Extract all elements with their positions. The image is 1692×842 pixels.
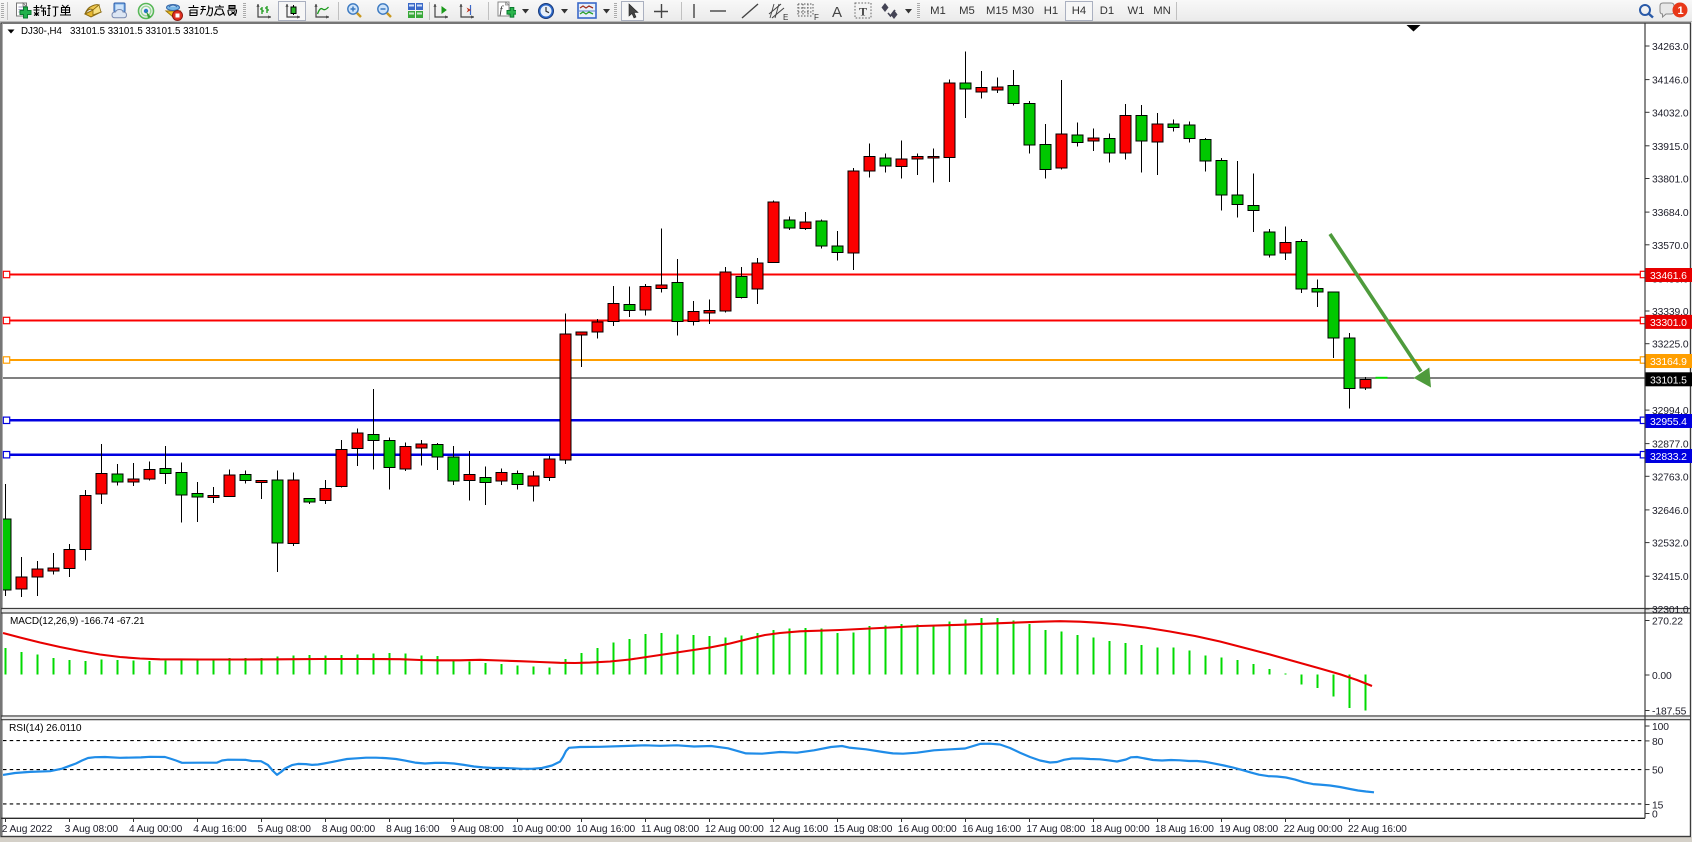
svg-text:33164.9: 33164.9: [1650, 357, 1687, 368]
svg-text:A: A: [832, 4, 842, 19]
svg-text:DJ30-,H4 33101.5 33101.5 331: DJ30-,H4 33101.5 33101.5 33101.5 33101.5: [21, 26, 218, 37]
svg-text:1: 1: [1678, 5, 1684, 17]
svg-text:33570.0: 33570.0: [1652, 241, 1689, 252]
svg-text:270.22: 270.22: [1652, 617, 1683, 628]
svg-text:33301.0: 33301.0: [1650, 318, 1687, 329]
svg-text:22 Aug 00:00: 22 Aug 00:00: [1284, 824, 1343, 835]
svg-text:17 Aug 08:00: 17 Aug 08:00: [1026, 824, 1085, 835]
svg-text:0: 0: [1652, 810, 1658, 821]
svg-text:33684.0: 33684.0: [1652, 208, 1689, 219]
svg-text:2 Aug 2022: 2 Aug 2022: [2, 824, 53, 835]
svg-text:F: F: [814, 13, 819, 21]
svg-text:0.00: 0.00: [1652, 671, 1672, 682]
svg-text:15: 15: [1652, 801, 1664, 812]
svg-text:32646.0: 32646.0: [1652, 506, 1689, 517]
svg-text:4 Aug 16:00: 4 Aug 16:00: [193, 824, 247, 835]
svg-text:8 Aug 00:00: 8 Aug 00:00: [322, 824, 376, 835]
svg-text:4 Aug 00:00: 4 Aug 00:00: [129, 824, 183, 835]
svg-text:15 Aug 08:00: 15 Aug 08:00: [833, 824, 892, 835]
svg-text:33915.0: 33915.0: [1652, 142, 1689, 153]
svg-text:32415.0: 32415.0: [1652, 572, 1689, 583]
svg-text:34146.0: 34146.0: [1652, 76, 1689, 87]
svg-text:10 Aug 16:00: 10 Aug 16:00: [576, 824, 635, 835]
svg-text:34263.0: 34263.0: [1652, 42, 1689, 53]
svg-text:32955.4: 32955.4: [1650, 417, 1687, 428]
svg-text:32833.2: 32833.2: [1650, 452, 1687, 463]
svg-text:MACD(12,26,9) -166.74 -67.21: MACD(12,26,9) -166.74 -67.21: [10, 616, 145, 627]
svg-text:f: f: [500, 4, 505, 16]
svg-text:33461.6: 33461.6: [1650, 271, 1687, 282]
svg-text:19 Aug 08:00: 19 Aug 08:00: [1219, 824, 1278, 835]
svg-text:33225.0: 33225.0: [1652, 340, 1689, 351]
svg-text:32301.0: 32301.0: [1652, 605, 1689, 616]
svg-text:22 Aug 16:00: 22 Aug 16:00: [1348, 824, 1407, 835]
svg-text:5 Aug 08:00: 5 Aug 08:00: [258, 824, 312, 835]
svg-text:12 Aug 16:00: 12 Aug 16:00: [769, 824, 828, 835]
svg-text:34032.0: 34032.0: [1652, 108, 1689, 119]
svg-text:16 Aug 16:00: 16 Aug 16:00: [962, 824, 1021, 835]
svg-text:32877.0: 32877.0: [1652, 440, 1689, 451]
svg-text:33339.0: 33339.0: [1652, 307, 1689, 318]
svg-text:3 Aug 08:00: 3 Aug 08:00: [65, 824, 119, 835]
svg-text:32763.0: 32763.0: [1652, 472, 1689, 483]
svg-text:100: 100: [1652, 722, 1669, 733]
svg-text:18 Aug 00:00: 18 Aug 00:00: [1091, 824, 1150, 835]
svg-text:E: E: [783, 13, 788, 21]
svg-text:33101.5: 33101.5: [1650, 375, 1687, 386]
svg-text:32532.0: 32532.0: [1652, 539, 1689, 550]
svg-text:32994.0: 32994.0: [1652, 406, 1689, 417]
svg-text:18 Aug 16:00: 18 Aug 16:00: [1155, 824, 1214, 835]
svg-text:T: T: [859, 5, 867, 19]
svg-text:12 Aug 00:00: 12 Aug 00:00: [705, 824, 764, 835]
svg-text:9 Aug 08:00: 9 Aug 08:00: [450, 824, 504, 835]
svg-text:33801.0: 33801.0: [1652, 175, 1689, 186]
svg-text:RSI(14) 26.0110: RSI(14) 26.0110: [9, 723, 82, 734]
svg-text:-187.55: -187.55: [1652, 707, 1687, 718]
svg-text:10 Aug 00:00: 10 Aug 00:00: [512, 824, 571, 835]
svg-text:11 Aug 08:00: 11 Aug 08:00: [641, 824, 700, 835]
svg-text:50: 50: [1652, 766, 1664, 777]
svg-text:80: 80: [1652, 737, 1664, 748]
svg-text:16 Aug 00:00: 16 Aug 00:00: [898, 824, 957, 835]
svg-text:8 Aug 16:00: 8 Aug 16:00: [386, 824, 440, 835]
